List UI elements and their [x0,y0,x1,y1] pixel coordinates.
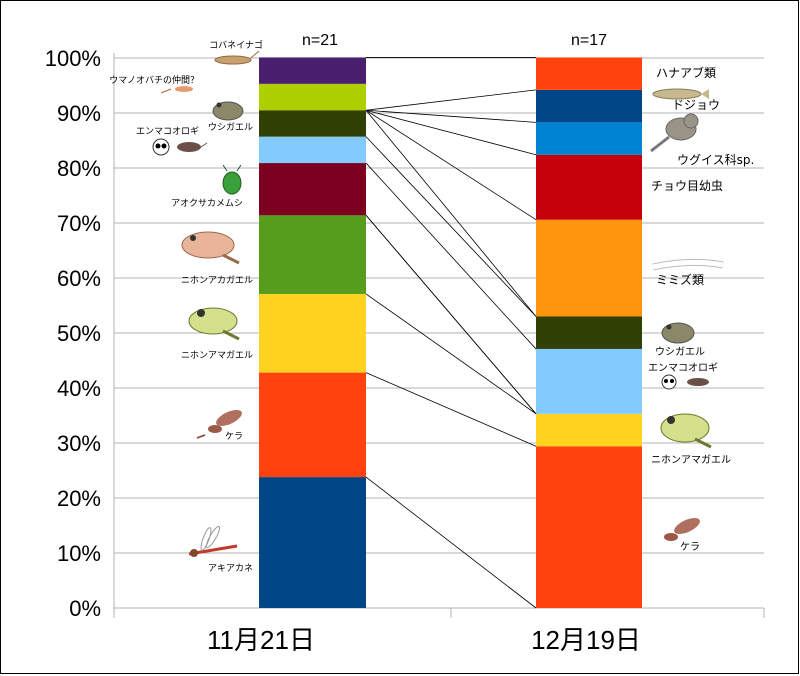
species-label: ウグイス科sp. [677,153,754,167]
x-category-label: 11月21日 [207,625,315,655]
bar-segment [259,372,366,478]
connector-line [365,109,537,156]
bar-segment [536,446,642,608]
bar-segment [259,57,366,84]
bar-segment [259,136,366,164]
mole-cricket-illustration [196,409,242,439]
species-label: ウシガエル [208,122,253,133]
species-label: ドジョウ [672,98,720,112]
y-tick-label: 40% [57,376,101,401]
bullfrog-illustration [661,322,695,344]
y-tick-label: 50% [57,321,101,346]
y-tick-label: 10% [57,541,101,566]
connector-line [365,136,537,317]
bullfrog-illustration [212,101,244,121]
bar-segment [259,163,366,216]
connector-line [365,215,537,415]
bar-segment [536,89,642,123]
y-tick-label: 60% [57,266,101,291]
bar-segment [259,215,366,294]
y-tick-label: 70% [57,211,101,236]
sample-count-label: n=21 [302,32,338,49]
earthworm-illustration [652,258,724,271]
sample-count-label: n=17 [571,32,607,49]
species-label: ケラ [680,541,700,553]
bar-segment [536,154,642,220]
connector-line [365,109,537,221]
species-label: ミミズ類 [656,272,704,287]
connector-line [365,476,537,609]
tree-frog-illustration [660,413,712,449]
dragonfly-illustration [188,526,238,557]
field-cricket-illustration [152,138,208,156]
connector-line [365,89,537,111]
bar-segment [259,83,366,111]
species-label: アキアカネ [208,563,253,574]
brown-frog-illustration [181,231,240,265]
y-tick-label: 90% [57,101,101,126]
species-label: ハナアブ類 [656,65,716,80]
bar-segment [259,477,366,608]
loach-illustration [652,88,709,100]
y-tick-label: 100% [45,46,101,71]
grasshopper-illustration [214,50,260,65]
species-label: コバネイナゴ [209,39,263,51]
bar-segment [536,122,642,155]
tree-frog-illustration [188,307,240,341]
bar-segment [259,293,366,373]
species-label: ウシガエル [655,346,705,358]
field-cricket-illustration [661,374,709,390]
species-label: エンマコオロギ [136,126,199,137]
bar-segment [536,348,642,414]
ichneumon-illustration [160,86,193,94]
species-label: ニホンアカガエル [181,275,253,286]
bar-segment [536,413,642,447]
connector-line [365,293,537,415]
species-label: ニホンアマガエル [181,350,253,361]
species-label: エンマコオロギ [648,362,718,374]
species-label: ウマノオバチの仲間？ [109,74,199,86]
bar-segment [536,219,642,317]
connector-line [365,109,537,123]
bar-segment [536,316,642,349]
y-tick-label: 30% [57,431,101,456]
mole-cricket-illustration [664,517,700,541]
y-tick-label: 80% [57,156,101,181]
connector-line [365,162,537,350]
species-label: ニホンアマガエル [651,454,731,466]
stink-bug-illustration [222,164,242,195]
y-tick-label: 20% [57,486,101,511]
y-tick-label: 0% [69,596,101,621]
connector-line [365,372,537,447]
species-label: ケラ [225,431,243,442]
x-category-label: 12月19日 [531,625,641,655]
species-label: アオクサカメムシ [171,198,243,209]
connector-line [365,109,537,317]
bar-segment [536,57,642,90]
species-label: チョウ目幼虫 [651,179,723,193]
warbler-illustration [650,113,699,153]
bar-segment [259,110,366,137]
